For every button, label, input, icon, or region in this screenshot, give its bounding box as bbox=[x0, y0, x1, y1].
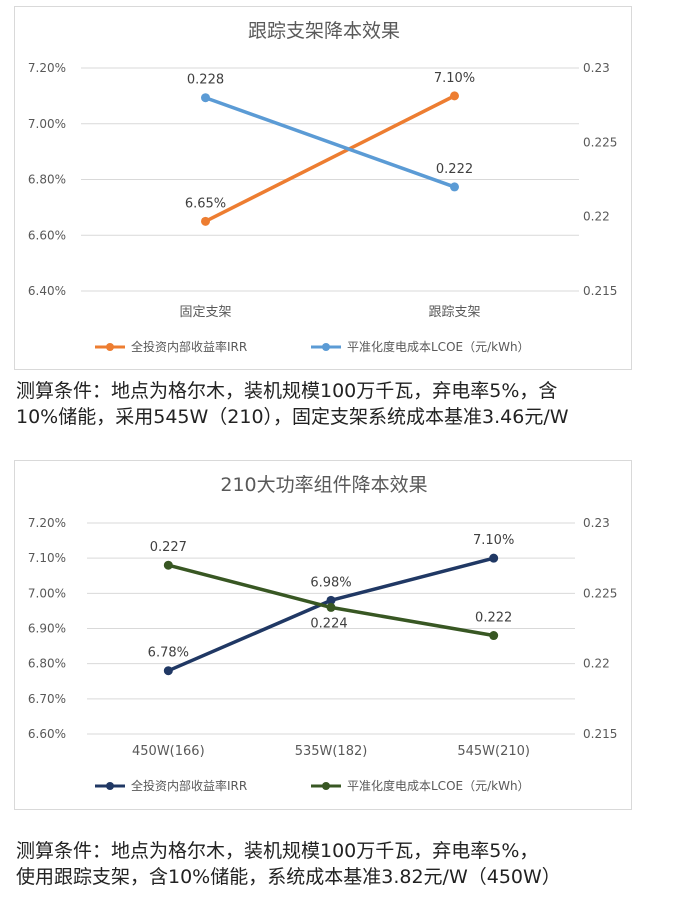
caption-first-line-2: 10%储能，采用545W（210），固定支架系统成本基准3.46元/W bbox=[16, 406, 569, 428]
chart-tracking-bracket-svg: 跟踪支架降本效果 6.40% 6.60% 6.80% 7.00% 7.20% 0.215 0.… bbox=[28, 20, 617, 354]
x-category-label: 跟踪支架 bbox=[428, 305, 480, 320]
data-point bbox=[450, 91, 459, 101]
y-right-tick-label: 0.22 bbox=[583, 210, 610, 224]
y-left-tick-label: 6.60% bbox=[28, 727, 66, 741]
y-right-tick-label: 0.215 bbox=[583, 284, 617, 298]
series-line bbox=[203, 95, 457, 189]
data-point bbox=[163, 560, 173, 570]
y-left-tick-label: 7.10% bbox=[28, 551, 66, 565]
data-point bbox=[450, 182, 459, 192]
x-category-label: 535W(182) bbox=[295, 744, 368, 759]
data-point bbox=[489, 553, 499, 563]
data-point bbox=[201, 93, 210, 103]
caption-first: 测算条件：地点为格尔木，装机规模100万千瓦，弃电率5%，含 10%储能，采用5… bbox=[16, 378, 569, 430]
y-right-tick-label: 0.23 bbox=[583, 61, 610, 75]
caption-first-line-1: 测算条件：地点为格尔木，装机规模100万千瓦，弃电率5%，含 bbox=[16, 380, 558, 402]
data-label: 7.10% bbox=[473, 533, 514, 548]
data-point bbox=[489, 631, 499, 641]
data-label: 0.228 bbox=[187, 73, 224, 88]
legend-label: 全投资内部收益率IRR bbox=[131, 339, 247, 354]
caption-second-line-1: 测算条件：地点为格尔木，装机规模100万千瓦，弃电率5%， bbox=[16, 840, 539, 862]
x-category-label: 固定支架 bbox=[179, 305, 231, 320]
y-left-tick-label: 6.90% bbox=[28, 622, 66, 636]
y-left-tick-label: 6.40% bbox=[28, 284, 66, 298]
y-left-tick-label: 6.80% bbox=[28, 657, 66, 671]
y-left-tick-label: 7.20% bbox=[28, 516, 66, 530]
caption-second: 测算条件：地点为格尔木，装机规模100万千瓦，弃电率5%， 使用跟踪支架，含10… bbox=[16, 838, 561, 890]
data-label: 6.98% bbox=[310, 575, 351, 590]
data-point bbox=[326, 595, 336, 605]
y-right-tick-label: 0.225 bbox=[583, 135, 617, 149]
y-right-tick-label: 0.22 bbox=[583, 657, 610, 671]
chart-210-module-svg: 210大功率组件降本效果 6.60% 6.70% 6.80% 6.90% 7.00% 7.1… bbox=[28, 474, 617, 793]
chart-210-module: 210大功率组件降本效果 6.60% 6.70% 6.80% 6.90% 7.00% 7.1… bbox=[14, 460, 632, 810]
legend-label: 平准化度电成本LCOE（元/kWh） bbox=[347, 778, 530, 793]
chart-title: 210大功率组件降本效果 bbox=[220, 474, 427, 496]
data-label: 7.10% bbox=[434, 71, 475, 86]
chart-title: 跟踪支架降本效果 bbox=[248, 20, 400, 42]
y-right-tick-label: 0.215 bbox=[583, 727, 617, 741]
legend-marker bbox=[322, 343, 330, 351]
legend-label: 全投资内部收益率IRR bbox=[131, 778, 247, 793]
series-line bbox=[203, 94, 457, 224]
y-right-tick-label: 0.23 bbox=[583, 516, 610, 530]
legend-marker bbox=[106, 343, 114, 351]
caption-second-line-2: 使用跟踪支架，含10%储能，系统成本基准3.82元/W（450W） bbox=[16, 866, 561, 888]
data-point bbox=[201, 216, 210, 226]
data-label: 0.222 bbox=[436, 162, 473, 177]
x-category-label: 450W(166) bbox=[132, 744, 205, 759]
legend-label: 平准化度电成本LCOE（元/kWh） bbox=[347, 339, 530, 354]
data-label: 0.224 bbox=[310, 616, 347, 631]
x-category-label: 545W(210) bbox=[457, 744, 530, 759]
chart-tracking-bracket: 跟踪支架降本效果 6.40% 6.60% 6.80% 7.00% 7.20% 0.215 0.… bbox=[14, 6, 632, 370]
y-left-tick-label: 6.60% bbox=[28, 228, 66, 242]
legend-marker bbox=[322, 782, 330, 790]
data-label: 6.65% bbox=[185, 196, 226, 211]
legend-marker bbox=[106, 782, 114, 790]
y-left-tick-label: 7.00% bbox=[28, 117, 66, 131]
y-left-tick-label: 6.70% bbox=[28, 692, 66, 706]
data-label: 0.222 bbox=[475, 611, 512, 626]
data-label: 0.227 bbox=[150, 540, 187, 555]
data-label: 6.78% bbox=[148, 646, 189, 661]
data-point bbox=[163, 666, 173, 676]
y-left-tick-label: 7.00% bbox=[28, 586, 66, 600]
y-left-tick-label: 7.20% bbox=[28, 61, 66, 75]
data-point bbox=[326, 602, 336, 612]
y-left-tick-label: 6.80% bbox=[28, 173, 66, 187]
y-right-tick-label: 0.225 bbox=[583, 586, 617, 600]
